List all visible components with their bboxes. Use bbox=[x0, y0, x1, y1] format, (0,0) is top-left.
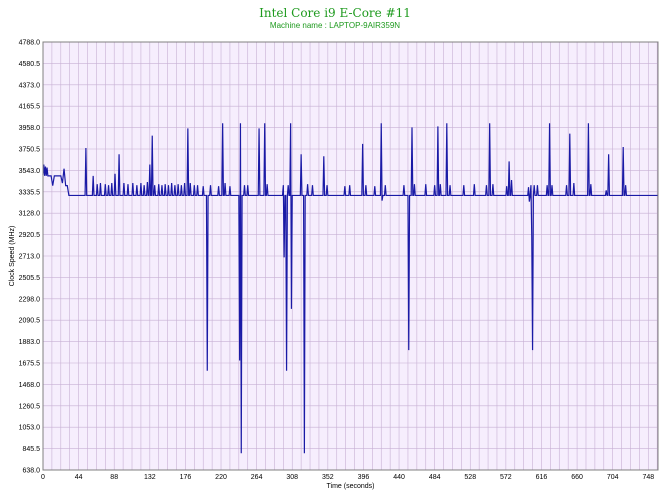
y-tick-label: 3750.5 bbox=[19, 147, 41, 154]
x-tick-label: 440 bbox=[393, 474, 405, 481]
y-tick-label: 4373.0 bbox=[19, 82, 41, 89]
grid-lines bbox=[42, 41, 658, 471]
x-tick-label: 264 bbox=[251, 474, 263, 481]
x-tick-label: 176 bbox=[180, 474, 192, 481]
x-tick-label: 572 bbox=[500, 474, 512, 481]
y-axis-ticks: 638.0 845.5 1053.0 1260.5 1468.0 1675.5 1883.0… bbox=[19, 40, 41, 475]
x-tick-label: 220 bbox=[215, 474, 227, 481]
x-tick-label: 132 bbox=[144, 474, 156, 481]
x-tick-label: 616 bbox=[536, 474, 548, 481]
y-tick-label: 2298.0 bbox=[19, 296, 41, 303]
y-tick-label: 638.0 bbox=[22, 468, 40, 475]
y-tick-label: 845.5 bbox=[22, 446, 40, 453]
chart-title: Intel Core i9 E-Core #11 bbox=[259, 6, 411, 20]
y-tick-label: 1883.0 bbox=[19, 339, 41, 346]
plot-border bbox=[42, 41, 659, 471]
x-tick-label: 44 bbox=[75, 474, 83, 481]
y-tick-label: 1675.5 bbox=[19, 361, 41, 368]
y-tick-label: 2920.5 bbox=[19, 232, 41, 239]
x-tick-label: 528 bbox=[464, 474, 476, 481]
x-tick-label: 748 bbox=[642, 474, 654, 481]
x-tick-label: 704 bbox=[607, 474, 619, 481]
x-tick-label: 660 bbox=[571, 474, 583, 481]
y-tick-label: 4580.5 bbox=[19, 61, 41, 68]
x-tick-label: 484 bbox=[429, 474, 441, 481]
y-tick-label: 2713.0 bbox=[19, 254, 41, 261]
chart-subtitle: Machine name : LAPTOP-9AIR359N bbox=[269, 21, 401, 30]
y-tick-label: 4788.0 bbox=[19, 40, 41, 47]
y-tick-label: 2505.5 bbox=[19, 275, 41, 282]
y-tick-label: 3958.0 bbox=[19, 125, 41, 132]
x-axis-label: Time (seconds) bbox=[327, 483, 375, 490]
x-tick-label: 352 bbox=[322, 474, 334, 481]
y-tick-label: 1260.5 bbox=[19, 403, 41, 410]
x-tick-label: 0 bbox=[41, 474, 45, 481]
series-line bbox=[42, 123, 658, 454]
y-tick-label: 1468.0 bbox=[19, 382, 41, 389]
y-tick-label: 2090.5 bbox=[19, 318, 41, 325]
y-axis-label: Clock Speed (MHz) bbox=[9, 226, 16, 287]
y-tick-label: 4165.5 bbox=[19, 104, 41, 111]
y-tick-label: 3335.5 bbox=[19, 189, 41, 196]
x-tick-label: 396 bbox=[358, 474, 370, 481]
y-tick-label: 1053.0 bbox=[19, 425, 41, 432]
x-tick-label: 308 bbox=[286, 474, 298, 481]
y-tick-label: 3543.0 bbox=[19, 168, 41, 175]
x-axis-ticks: 0 44 88 132 176 220 264 308 352 396 440 484 528 572 61… bbox=[41, 474, 654, 481]
x-tick-label: 88 bbox=[110, 474, 118, 481]
y-tick-label: 3128.0 bbox=[19, 211, 41, 218]
